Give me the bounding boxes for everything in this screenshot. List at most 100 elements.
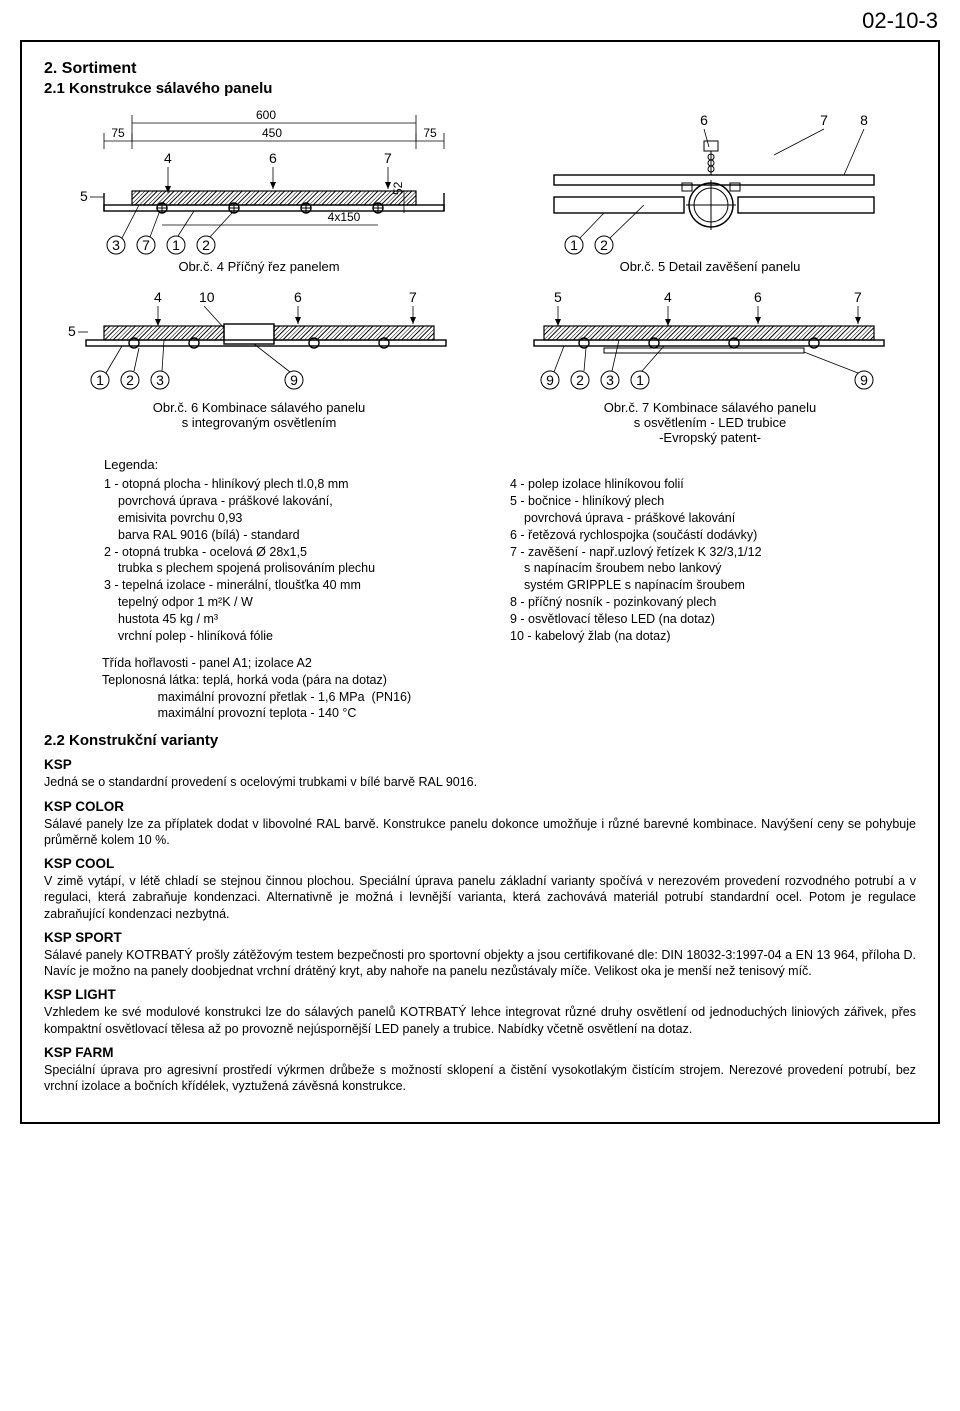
class-block: Třída hořlavosti - panel A1; izolace A2 …	[102, 655, 916, 723]
svg-text:1: 1	[172, 237, 180, 253]
legend-line: trubka s plechem spojená prolisováním pl…	[104, 560, 490, 577]
legend-line: tepelný odpor 1 m²K / W	[104, 594, 490, 611]
svg-text:7: 7	[820, 112, 828, 128]
svg-text:10: 10	[199, 289, 215, 305]
legend-line: 3 - tepelná izolace - minerální, tloušťk…	[104, 577, 490, 594]
legend-line: 2 - otopná trubka - ocelová Ø 28x1,5	[104, 544, 490, 561]
legend-right-col: 4 - polep izolace hliníkovou folií 5 - b…	[510, 476, 896, 645]
variant-ksp-sport: KSP SPORT Sálavé panely KOTRBATÝ prošly …	[44, 930, 916, 980]
svg-text:5: 5	[68, 323, 76, 339]
svg-text:52: 52	[391, 181, 405, 195]
legend-line: 7 - zavěšení - např.uzlový řetízek K 32/…	[510, 544, 896, 561]
legend-line: s napínacím šroubem nebo lankový	[510, 560, 896, 577]
figure-5-svg: 6 7 8	[504, 105, 904, 255]
legend-line: povrchová úprava - práškové lakování	[510, 510, 896, 527]
class-line: Teplonosná látka: teplá, horká voda (pár…	[102, 672, 916, 689]
svg-text:9: 9	[290, 372, 298, 388]
variant-text: Vzhledem ke své modulové konstrukci lze …	[44, 1004, 916, 1037]
figure-7: 5 4 6 7 9 2 3 1 9 Obr.č.	[504, 286, 916, 453]
page-code: 02-10-3	[862, 8, 938, 34]
legend-line: vrchní polep - hliníková fólie	[104, 628, 490, 645]
class-line: Třída hořlavosti - panel A1; izolace A2	[102, 655, 916, 672]
figure-5: 6 7 8	[504, 105, 916, 282]
svg-text:1: 1	[636, 372, 644, 388]
svg-text:6: 6	[754, 289, 762, 305]
legend-line: 1 - otopná plocha - hliníkový plech tl.0…	[104, 476, 490, 493]
variant-ksp: KSP Jedná se o standardní provedení s oc…	[44, 757, 916, 790]
page-frame: 02-10-3 2. Sortiment 2.1 Konstrukce sála…	[20, 40, 940, 1124]
svg-text:450: 450	[262, 126, 282, 140]
legend-line: hustota 45 kg / m³	[104, 611, 490, 628]
figure-7-svg: 5 4 6 7 9 2 3 1 9	[504, 286, 904, 396]
svg-text:2: 2	[126, 372, 134, 388]
svg-text:7: 7	[142, 237, 150, 253]
figure-row-2: 4 10 6 7 5 1	[44, 286, 916, 453]
variant-text: Sálavé panely KOTRBATÝ prošly zátěžovým …	[44, 947, 916, 980]
legend-line: povrchová úprava - práškové lakování,	[104, 493, 490, 510]
figure-4-caption: Obr.č. 4 Příčný řez panelem	[44, 259, 474, 274]
svg-text:2: 2	[202, 237, 210, 253]
variant-text: Sálavé panely lze za příplatek dodat v l…	[44, 816, 916, 849]
legend-block: 1 - otopná plocha - hliníkový plech tl.0…	[104, 476, 896, 645]
svg-text:7: 7	[854, 289, 862, 305]
svg-text:5: 5	[554, 289, 562, 305]
figure-4: 600 75 450 75 4 6 7	[44, 105, 474, 282]
variant-text: Speciální úprava pro agresivní prostředí…	[44, 1062, 916, 1095]
legend-left-col: 1 - otopná plocha - hliníkový plech tl.0…	[104, 476, 490, 645]
variant-heading: KSP LIGHT	[44, 987, 916, 1002]
variant-heading: KSP	[44, 757, 916, 772]
svg-text:1: 1	[570, 237, 578, 253]
variant-text: Jedná se o standardní provedení s ocelov…	[44, 774, 916, 790]
svg-text:8: 8	[860, 112, 868, 128]
variant-heading: KSP COOL	[44, 856, 916, 871]
figure-row-1: 600 75 450 75 4 6 7	[44, 105, 916, 282]
svg-text:6: 6	[294, 289, 302, 305]
variant-text: V zimě vytápí, v létě chladí se stejnou …	[44, 873, 916, 922]
figure-6-caption: Obr.č. 6 Kombinace sálavého panelu s int…	[44, 400, 474, 430]
svg-text:5: 5	[80, 188, 88, 204]
svg-text:2: 2	[600, 237, 608, 253]
variant-heading: KSP FARM	[44, 1045, 916, 1060]
svg-text:3: 3	[156, 372, 164, 388]
svg-text:6: 6	[269, 150, 277, 166]
section-2-2-heading: 2.2 Konstrukční varianty	[44, 732, 916, 749]
svg-text:9: 9	[546, 372, 554, 388]
class-line: maximální provozní teplota - 140 °C	[102, 705, 916, 722]
variant-heading: KSP SPORT	[44, 930, 916, 945]
legend-line: 6 - řetězová rychlospojka (součástí dodá…	[510, 527, 896, 544]
figure-7-caption: Obr.č. 7 Kombinace sálavého panelu s osv…	[504, 400, 916, 445]
svg-text:3: 3	[112, 237, 120, 253]
variant-ksp-cool: KSP COOL V zimě vytápí, v létě chladí se…	[44, 856, 916, 922]
figure-6-svg: 4 10 6 7 5 1	[44, 286, 474, 396]
section-2-heading: 2. Sortiment	[44, 60, 916, 78]
legend-line: systém GRIPPLE s napínacím šroubem	[510, 577, 896, 594]
svg-text:600: 600	[256, 108, 276, 122]
svg-text:6: 6	[700, 112, 708, 128]
variant-ksp-light: KSP LIGHT Vzhledem ke své modulové konst…	[44, 987, 916, 1037]
svg-text:75: 75	[423, 126, 437, 140]
svg-text:1: 1	[96, 372, 104, 388]
legend-line: 4 - polep izolace hliníkovou folií	[510, 476, 896, 493]
svg-text:75: 75	[111, 126, 125, 140]
section-2-1-heading: 2.1 Konstrukce sálavého panelu	[44, 80, 916, 97]
svg-text:2: 2	[576, 372, 584, 388]
svg-text:4x150: 4x150	[328, 210, 361, 224]
legend-line: 5 - bočnice - hliníkový plech	[510, 493, 896, 510]
figure-5-caption: Obr.č. 5 Detail zavěšení panelu	[504, 259, 916, 274]
variant-ksp-farm: KSP FARM Speciální úprava pro agresivní …	[44, 1045, 916, 1095]
legend-line: emisivita povrchu 0,93	[104, 510, 490, 527]
svg-text:4: 4	[164, 150, 172, 166]
svg-text:3: 3	[606, 372, 614, 388]
figure-6: 4 10 6 7 5 1	[44, 286, 474, 453]
class-line: maximální provozní přetlak - 1,6 MPa (PN…	[102, 689, 916, 706]
legend-title: Legenda:	[84, 457, 916, 472]
svg-text:4: 4	[664, 289, 672, 305]
svg-text:7: 7	[384, 150, 392, 166]
variant-heading: KSP COLOR	[44, 799, 916, 814]
figure-4-svg: 600 75 450 75 4 6 7	[44, 105, 474, 255]
svg-text:9: 9	[860, 372, 868, 388]
svg-text:4: 4	[154, 289, 162, 305]
legend-line: 8 - příčný nosník - pozinkovaný plech	[510, 594, 896, 611]
legend-line: 9 - osvětlovací těleso LED (na dotaz)	[510, 611, 896, 628]
variant-ksp-color: KSP COLOR Sálavé panely lze za příplatek…	[44, 799, 916, 849]
